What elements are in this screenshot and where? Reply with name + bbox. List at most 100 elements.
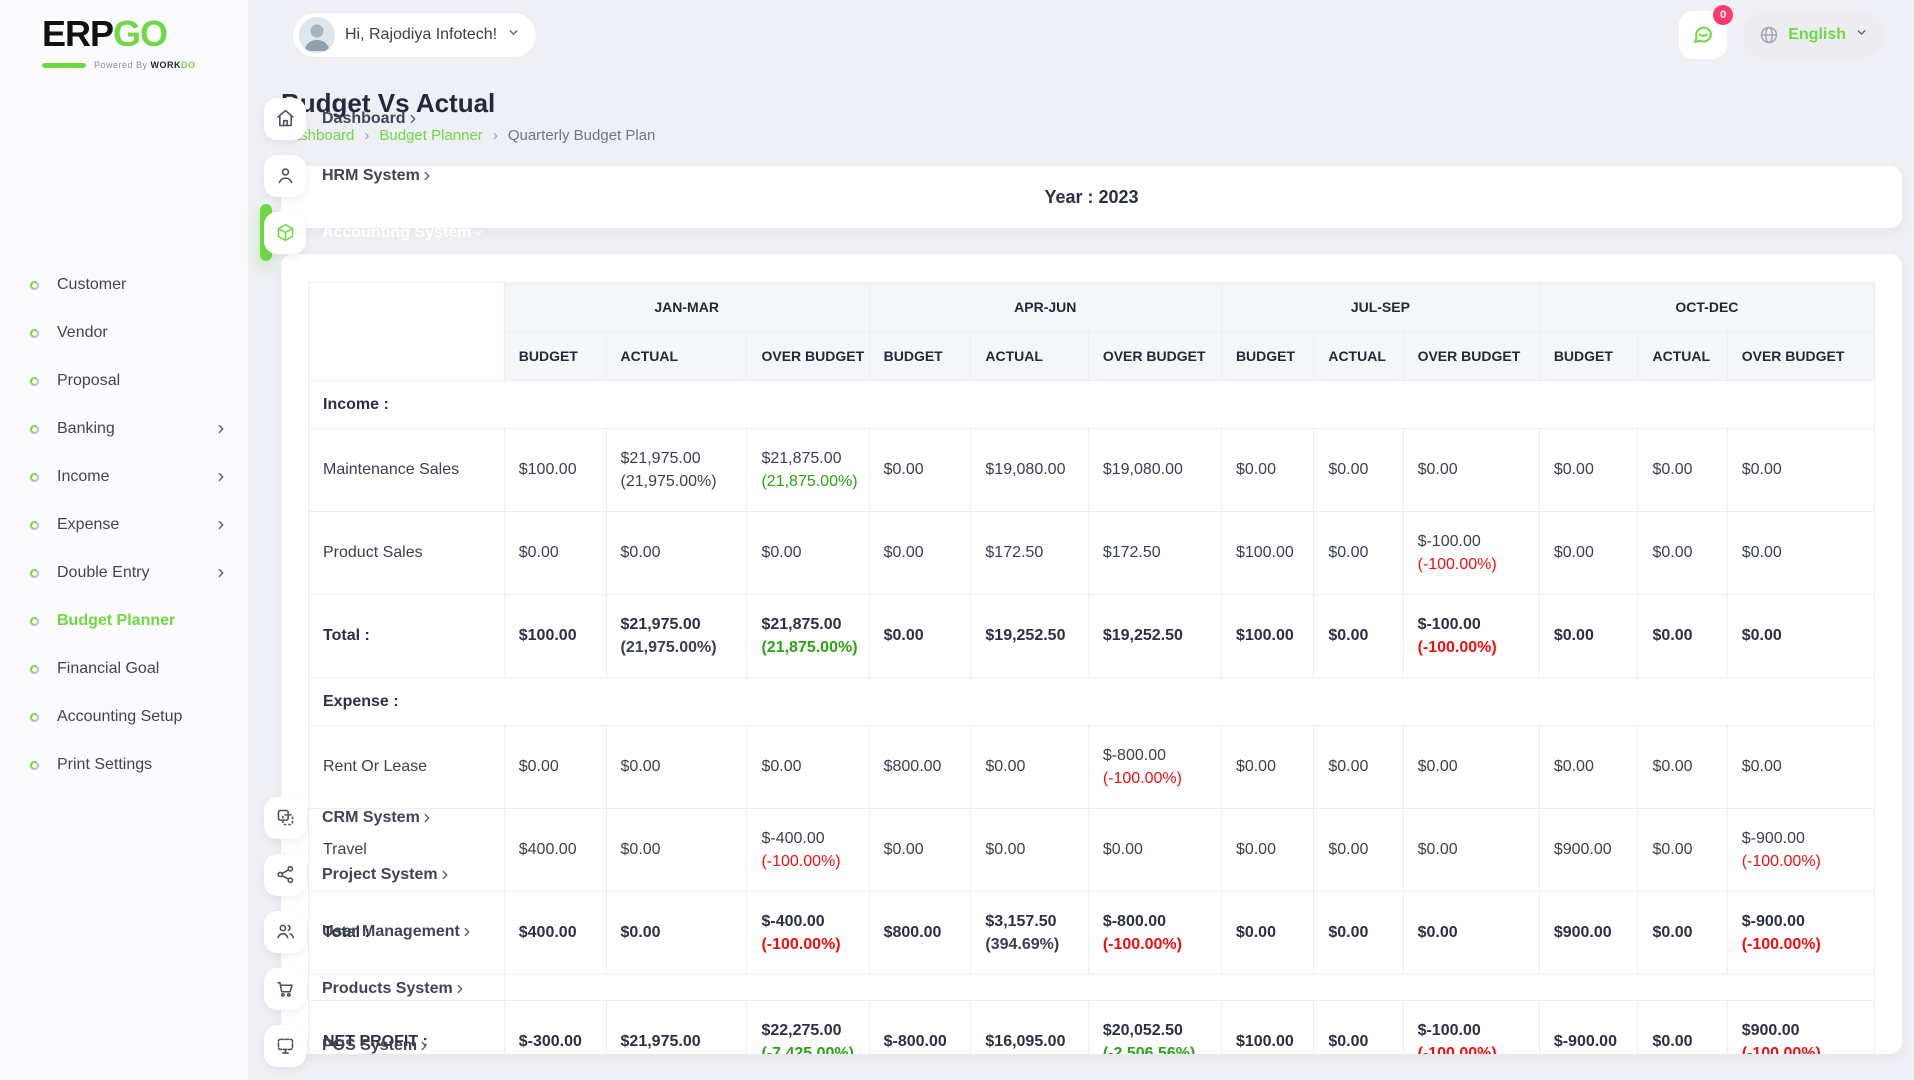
bullet-icon	[28, 567, 41, 579]
value-cell: $-300.00	[503, 1000, 607, 1054]
value-cell: $0.00	[1637, 808, 1728, 892]
screen-icon	[264, 1024, 306, 1067]
column-header: ACTUAL	[1313, 331, 1404, 381]
value-cell: $0.00	[1538, 594, 1639, 678]
value-cell: $21,975.00	[605, 1000, 748, 1054]
value-cell: $100.00	[503, 594, 607, 678]
cart-icon	[264, 967, 306, 1010]
sidebar-item-hrm-system[interactable]: HRM System	[260, 147, 430, 204]
value-cell: $100.00	[1220, 1000, 1315, 1054]
sidebar-item-double-entry[interactable]: Double Entry	[12, 549, 236, 597]
sidebar-item-accounting-setup[interactable]: Accounting Setup	[12, 693, 236, 741]
value-cell: $21,975.00 (21,975.00%)	[605, 428, 748, 512]
page-title: Budget Vs Actual	[281, 88, 496, 118]
value-cell: $0.00	[1220, 891, 1315, 975]
value-cell: $900.00	[1538, 808, 1639, 892]
value-cell: $800.00	[868, 725, 972, 809]
logo-underline	[42, 62, 86, 68]
chevron-right-icon	[460, 925, 474, 939]
sidebar-item-products-system[interactable]: Products System	[260, 960, 463, 1017]
sidebar-item-financial-goal[interactable]: Financial Goal	[12, 645, 236, 693]
value-cell: $0.00	[1220, 725, 1315, 809]
chevron-right-icon	[417, 1039, 431, 1053]
chevron-right-icon	[214, 518, 228, 532]
value-cell: $0.00	[746, 725, 870, 809]
bullet-icon	[28, 471, 41, 483]
sidebar-item-proposal[interactable]: Proposal	[12, 357, 236, 405]
breadcrumb: Dashboard › Budget Planner › Quarterly B…	[281, 127, 1902, 144]
value-cell: $0.00	[605, 511, 748, 595]
value-cell: $0.00	[1402, 428, 1540, 512]
value-cell: $400.00	[503, 891, 607, 975]
table-corner-cell	[308, 282, 505, 381]
breadcrumb-current: Quarterly Budget Plan	[507, 127, 656, 144]
chevron-right-icon	[406, 112, 420, 126]
value-cell: $900.00 (-100.00%)	[1726, 1000, 1876, 1054]
value-cell: $0.00	[1313, 808, 1404, 892]
sidebar-item-expense[interactable]: Expense	[12, 501, 236, 549]
sidebar-item-project-system[interactable]: Project System	[260, 846, 448, 903]
value-cell: $400.00	[503, 808, 607, 892]
sidebar-item-dashboard[interactable]: Dashboard	[260, 90, 416, 147]
sidebar-item-print-settings[interactable]: Print Settings	[12, 741, 236, 789]
value-cell: $0.00	[1402, 725, 1540, 809]
messenger-button[interactable]: 0	[1679, 5, 1734, 59]
value-cell: $800.00	[868, 891, 972, 975]
value-cell: $0.00	[1402, 891, 1540, 975]
user-greeting: Hi, Rajodiya Infotech!	[345, 26, 498, 43]
row-label: Maintenance Sales	[308, 428, 505, 512]
value-cell: $172.50	[1087, 511, 1222, 595]
value-cell: $-100.00 (-100.00%)	[1402, 594, 1540, 678]
column-header: ACTUAL	[970, 331, 1089, 381]
value-cell: $19,080.00	[1087, 428, 1222, 512]
table-body: Income : Maintenance Sales $100.00 $21,975.…	[308, 380, 1876, 1054]
value-cell: $0.00	[1220, 808, 1315, 892]
chevron-right-icon	[214, 470, 228, 484]
year-card: Year : 2023	[281, 166, 1902, 228]
users-icon	[264, 910, 306, 953]
value-cell: $0.00	[1637, 891, 1728, 975]
value-cell: $19,252.50	[1087, 594, 1222, 678]
chat-icon	[1694, 26, 1713, 43]
value-cell: $22,275.00 (-7,425.00%)	[746, 1000, 870, 1054]
breadcrumb-separator-icon: ›	[492, 127, 498, 144]
chevron-right-icon	[214, 422, 228, 436]
value-cell: $0.00	[868, 808, 972, 892]
main-content: Budget Vs Actual Dashboard › Budget Plan…	[248, 0, 1914, 1054]
chevron-down-icon	[1855, 26, 1868, 44]
table-row-spacer-8	[308, 974, 1876, 1001]
language-label: English	[1788, 26, 1846, 43]
bullet-icon	[28, 711, 41, 723]
chevron-right-icon	[438, 868, 452, 882]
value-cell: $0.00	[868, 511, 972, 595]
value-cell: $0.00	[868, 428, 972, 512]
globe-icon	[1760, 26, 1778, 44]
column-header: BUDGET	[503, 331, 607, 381]
sidebar-item-accounting-system[interactable]: Accounting System	[260, 204, 483, 261]
share-icon	[264, 853, 306, 896]
row-label: NET PROFIT :	[308, 1000, 505, 1054]
sidebar-item-income[interactable]: Income	[12, 453, 236, 501]
sidebar-item-user-management[interactable]: User Management	[260, 903, 470, 960]
language-selector[interactable]: English	[1743, 12, 1884, 58]
value-cell: $0.00	[970, 808, 1089, 892]
column-header: BUDGET	[1538, 331, 1639, 381]
breadcrumb-budget-planner[interactable]: Budget Planner	[379, 127, 483, 144]
table-row-product-sales-2: Product Sales $0.00 $0.00 $0.00 $0.00 $172.50…	[308, 511, 1876, 595]
sidebar-item-budget-planner[interactable]: Budget Planner	[12, 597, 236, 645]
sidebar-item-customer[interactable]: Customer	[12, 261, 236, 309]
bullet-icon	[28, 375, 41, 387]
app-logo[interactable]: ERPGO Powered By WORKDO	[0, 0, 248, 76]
value-cell: $-400.00 (-100.00%)	[746, 891, 870, 975]
sidebar-item-vendor[interactable]: Vendor	[12, 309, 236, 357]
value-cell: $0.00	[1402, 808, 1540, 892]
sidebar-item-banking[interactable]: Banking	[12, 405, 236, 453]
value-cell: $0.00	[1313, 1000, 1404, 1054]
sidebar-item-pos-system[interactable]: POS System	[260, 1017, 427, 1074]
value-cell: $-400.00 (-100.00%)	[746, 808, 870, 892]
table-row-travel-6: Travel $400.00 $0.00 $-400.00 (-100.00%) $0.0…	[308, 808, 1876, 892]
user-menu-button[interactable]: Hi, Rajodiya Infotech!	[292, 12, 538, 58]
table-header: JAN-MAR APR-JUN JUL-SEP OCT-DEC BUDGET ACTUAL…	[308, 282, 1876, 381]
sidebar-item-crm-system[interactable]: CRM System	[260, 789, 430, 846]
value-cell: $0.00	[1637, 428, 1728, 512]
